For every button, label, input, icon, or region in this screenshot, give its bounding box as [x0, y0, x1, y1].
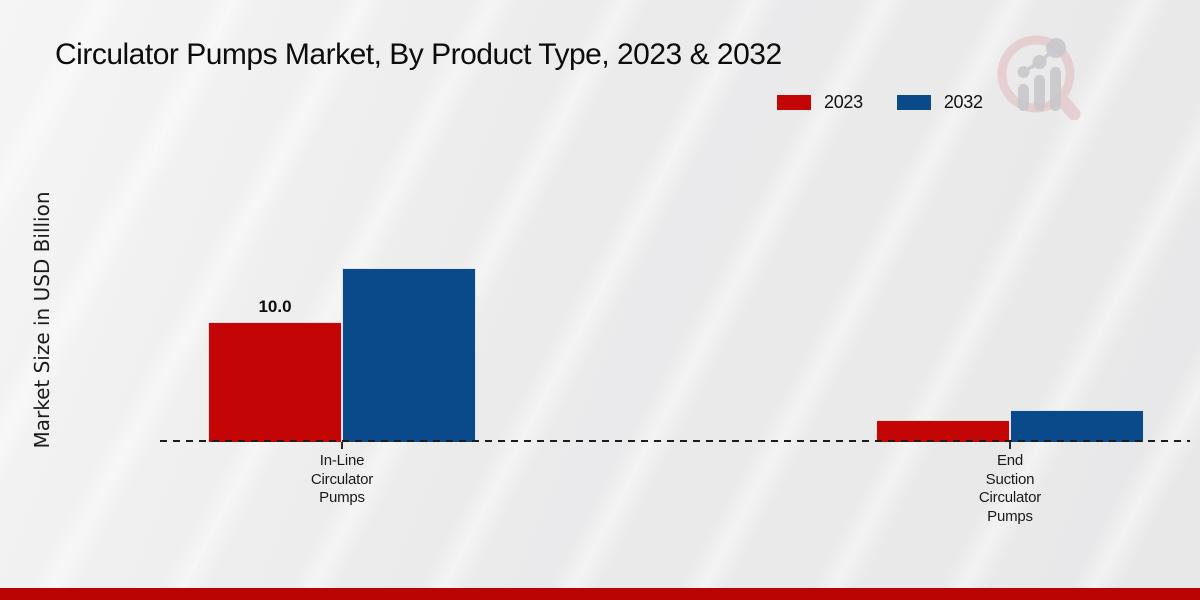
- bar-2023-end-suction-circulator-pumps: [876, 420, 1010, 442]
- x-axis-baseline: [160, 440, 1190, 442]
- category-label-in-line-circulator-pumps: In-Line Circulator Pumps: [310, 452, 374, 506]
- legend-label-2023: 2023: [824, 92, 863, 112]
- bar-2023-in-line-circulator-pumps: [208, 322, 342, 442]
- legend-swatch-2032-icon: [896, 95, 931, 110]
- bar-2032-in-line-circulator-pumps: [342, 268, 476, 442]
- legend-item-2023: 2023: [777, 92, 863, 113]
- legend-label-2032: 2032: [943, 92, 983, 112]
- bar-2032-end-suction-circulator-pumps: [1010, 410, 1144, 442]
- bar-value-label-2023-in-line-circulator-pumps: 10.0: [258, 297, 292, 316]
- category-label-end-suction-circulator-pumps: End Suction Circulator Pumps: [978, 452, 1042, 525]
- x-axis-tick-in-line-circulator-pumps: [341, 442, 343, 449]
- legend: 2023 2032: [777, 92, 983, 113]
- footer-accent-bar: [0, 588, 1200, 600]
- chart-title: Circulator Pumps Market, By Product Type…: [55, 38, 782, 71]
- legend-swatch-2023-icon: [777, 95, 811, 110]
- magnifier-bar-chart-logo-icon: [997, 35, 1081, 120]
- x-axis-tick-end-suction-circulator-pumps: [1009, 442, 1011, 449]
- legend-item-2032: 2032: [896, 92, 983, 113]
